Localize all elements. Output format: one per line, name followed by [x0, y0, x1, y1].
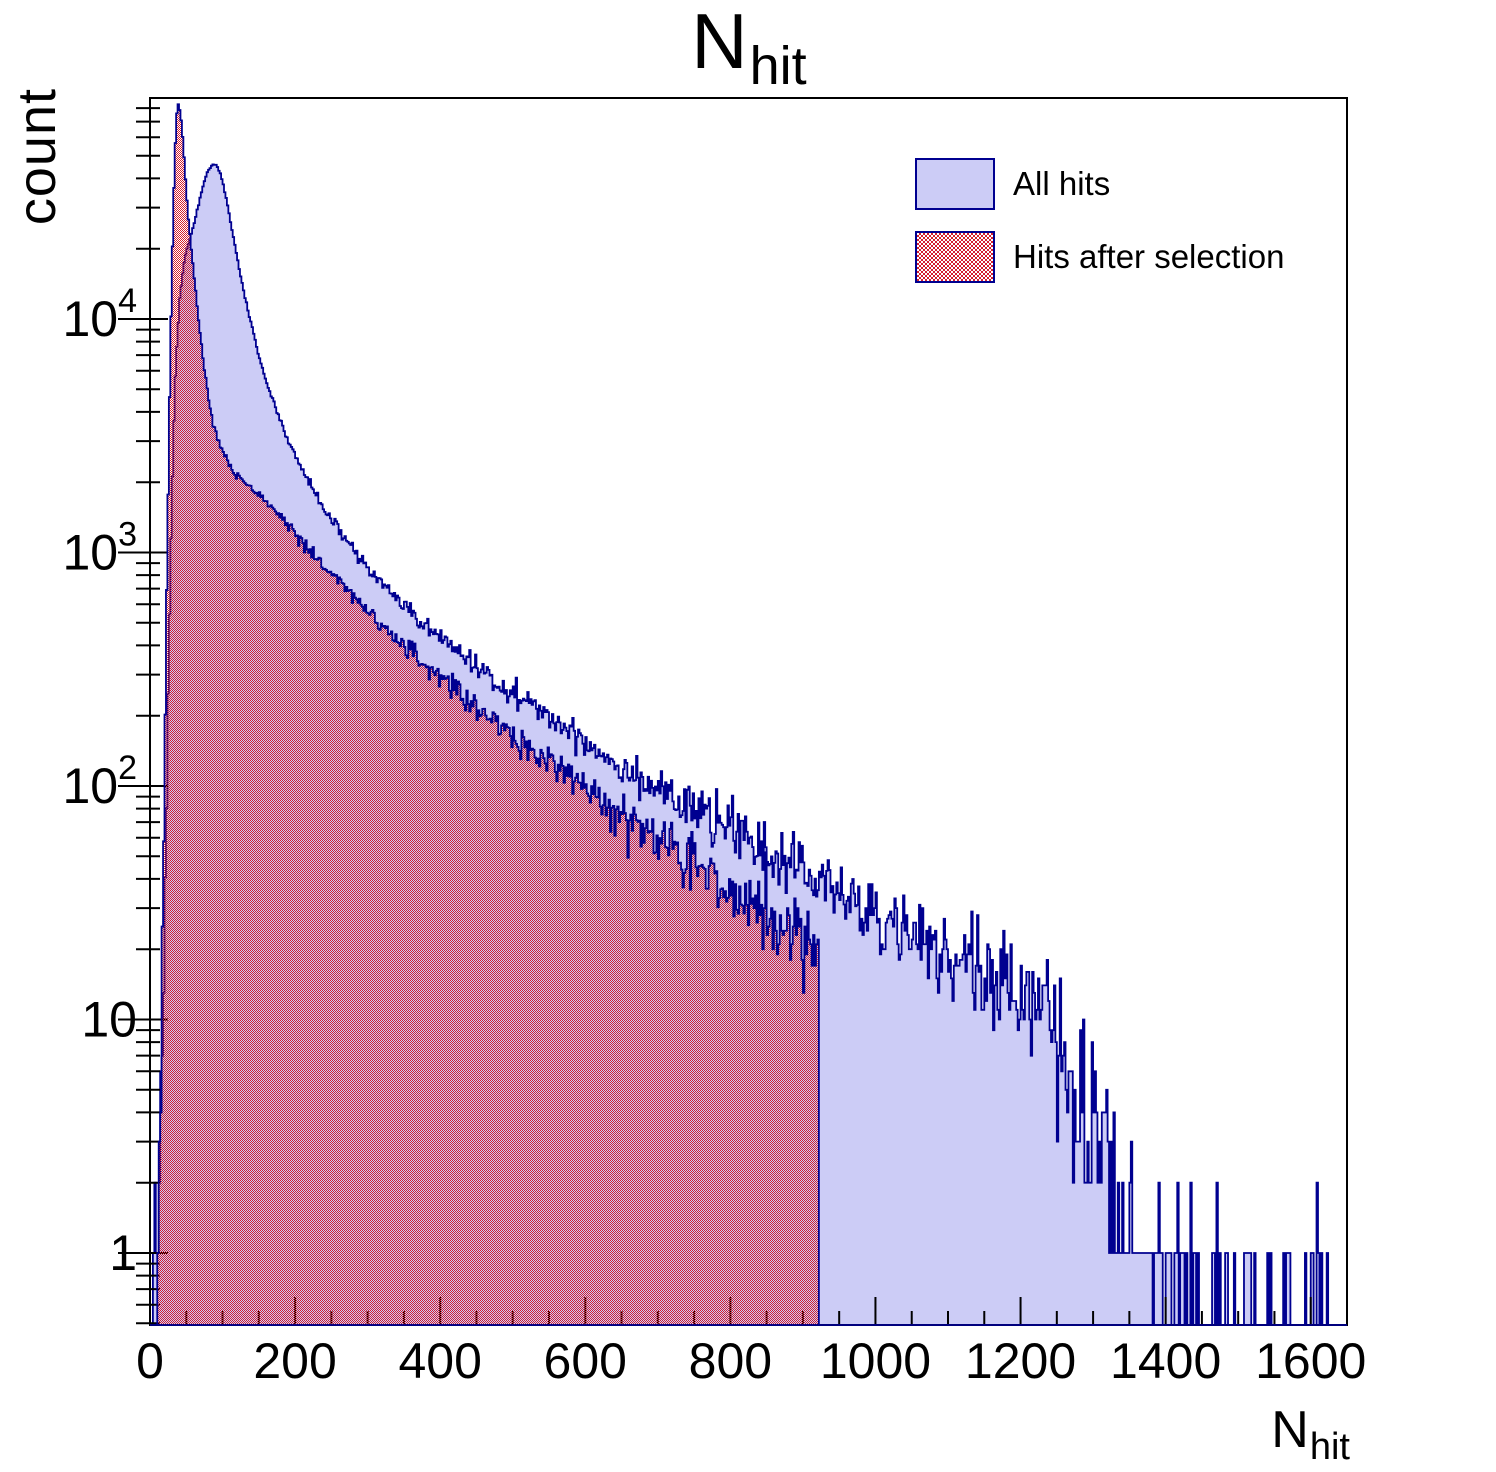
legend-label-hits-after-selection: Hits after selection	[1013, 238, 1285, 275]
x-axis-title-main: N	[1271, 1401, 1309, 1459]
x-tick-label: 800	[689, 1333, 772, 1389]
series-hits-after-selection	[150, 103, 1347, 1326]
hits-after-selection-histogram	[150, 103, 1347, 1326]
y-tick-label: 104	[62, 282, 137, 347]
y-tick-label: 102	[62, 749, 137, 814]
x-tick-label: 200	[253, 1333, 336, 1389]
plot-axes: 0 200 400 600 800 1000 1200 1400 1600 1 10 102 103 10…	[62, 97, 1366, 1389]
legend-swatch-hits-after-selection	[915, 231, 995, 283]
legend-swatch-all-hits	[915, 158, 995, 210]
x-axis-title-subscript: hit	[1309, 1426, 1350, 1468]
page-title: Nhit	[0, 2, 1496, 93]
x-tick-label: 1600	[1255, 1333, 1366, 1389]
x-tick-label: 1200	[965, 1333, 1076, 1389]
y-tick-label: 103	[62, 516, 137, 581]
x-axis-title: Nhit	[1271, 1400, 1350, 1468]
x-tick-label: 0	[136, 1333, 164, 1389]
legend-item-hits-after-selection: Hits after selection	[915, 231, 1284, 283]
title-subscript: hit	[749, 36, 807, 96]
x-tick-label: 1000	[820, 1333, 931, 1389]
legend: All hits Hits after selection	[915, 158, 1284, 283]
y-tick-label: 10	[81, 992, 137, 1048]
x-tick-label: 1400	[1110, 1333, 1221, 1389]
x-tick-label: 400	[398, 1333, 481, 1389]
y-tick-label: 1	[109, 1225, 137, 1281]
y-axis-title: count	[6, 88, 68, 225]
title-main: N	[691, 0, 748, 85]
y-axis-title-text: count	[7, 88, 67, 226]
legend-label-all-hits: All hits	[1013, 165, 1111, 202]
x-tick-label: 600	[544, 1333, 627, 1389]
legend-item-all-hits: All hits	[915, 158, 1284, 210]
